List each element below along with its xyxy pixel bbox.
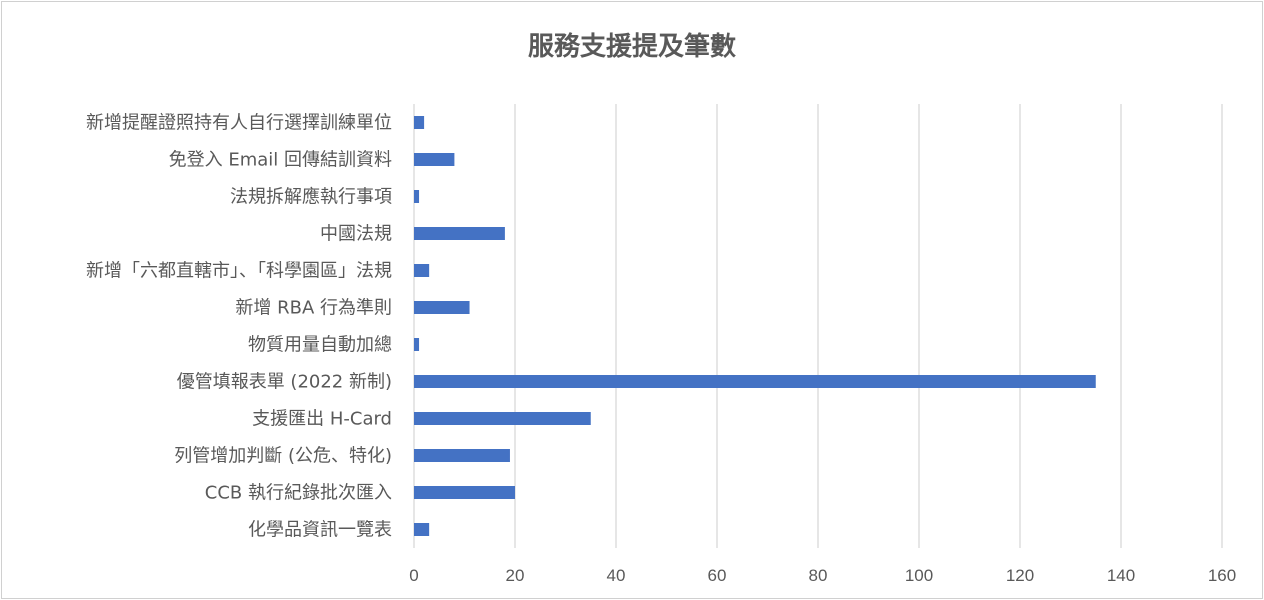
category-label: 優管填報表單 (2022 新制) [177,372,392,393]
x-tick-label: 40 [607,566,626,585]
category-label: 法規拆解應執行事項 [230,186,392,208]
bar [414,338,420,351]
x-tick-label: 120 [1006,566,1034,585]
x-tick-label: 0 [409,566,418,585]
bar [414,486,515,499]
bar [414,116,425,129]
bar [414,190,420,203]
x-tick-label: 20 [506,566,525,585]
category-label: 化學品資訊一覽表 [248,520,392,541]
category-label: 免登入 Email 回傳結訓資料 [169,150,392,171]
bar [414,449,510,462]
category-label: 新增提醒證照持有人自行選擇訓練單位 [86,113,392,134]
category-label: 新增 RBA 行為準則 [235,298,392,319]
category-label: 支援匯出 H-Card [252,409,392,430]
category-label: 新增「六都直轄市」、「科學園區」法規 [86,261,392,282]
x-tick-label: 140 [1107,566,1135,585]
category-label: 物質用量自動加總 [248,335,392,356]
bar [414,375,1096,388]
bar [414,264,430,277]
bar [414,412,591,425]
x-tick-label: 100 [905,566,933,585]
category-label: CCB 執行紀錄批次匯入 [205,483,392,504]
category-label: 列管增加判斷 (公危、特化) [174,446,392,467]
bar [414,301,470,314]
x-tick-label: 80 [809,566,828,585]
x-tick-label: 60 [708,566,727,585]
category-label: 中國法規 [320,224,392,245]
bar [414,227,505,240]
x-tick-label: 160 [1208,566,1236,585]
bar [414,153,455,166]
bar [414,523,430,536]
chart-title: 服務支援提及筆數 [527,32,736,62]
